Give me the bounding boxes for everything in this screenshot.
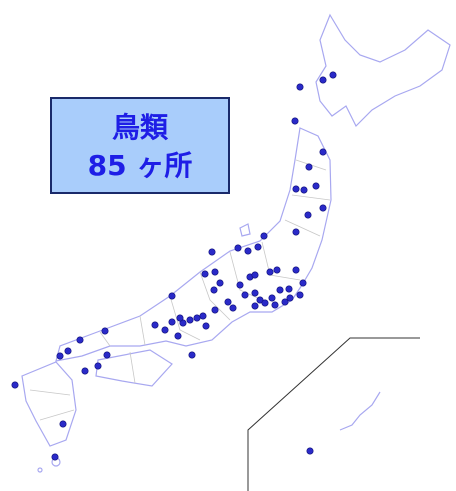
site-dot bbox=[319, 148, 327, 156]
site-dot bbox=[168, 318, 176, 326]
site-dot bbox=[244, 247, 252, 255]
site-dot bbox=[292, 228, 300, 236]
islands bbox=[339, 391, 381, 431]
site-dot bbox=[94, 362, 102, 370]
site-dot bbox=[260, 232, 268, 240]
site-dot bbox=[292, 185, 300, 193]
site-dot bbox=[251, 289, 259, 297]
site-dot bbox=[306, 447, 314, 455]
site-dot bbox=[193, 314, 201, 322]
site-dot bbox=[224, 298, 232, 306]
site-dot bbox=[168, 292, 176, 300]
site-dot bbox=[76, 336, 84, 344]
site-dot bbox=[51, 453, 59, 461]
site-dot bbox=[186, 316, 194, 324]
site-dot bbox=[103, 351, 111, 359]
island bbox=[37, 467, 43, 473]
site-dot bbox=[296, 291, 304, 299]
site-dot bbox=[261, 299, 269, 307]
site-dot bbox=[273, 266, 281, 274]
site-dot bbox=[266, 268, 274, 276]
site-dot bbox=[161, 326, 169, 334]
site-dot bbox=[271, 301, 279, 309]
border bbox=[169, 295, 201, 341]
border bbox=[129, 351, 136, 384]
border bbox=[229, 251, 263, 301]
site-dot bbox=[281, 298, 289, 306]
hokkaido bbox=[315, 13, 451, 128]
site-dot bbox=[241, 291, 249, 299]
label-title: 鳥類 bbox=[111, 111, 168, 144]
site-dot bbox=[211, 268, 219, 276]
site-dot bbox=[319, 76, 327, 84]
site-dot bbox=[251, 271, 259, 279]
site-dot bbox=[229, 304, 237, 312]
site-dot bbox=[234, 244, 242, 252]
site-dot bbox=[56, 352, 64, 360]
site-dot bbox=[285, 285, 293, 293]
site-dot bbox=[201, 270, 209, 278]
sado bbox=[239, 223, 251, 237]
site-dot bbox=[296, 83, 304, 91]
border bbox=[139, 315, 146, 346]
inset-frame bbox=[247, 337, 420, 491]
border bbox=[291, 194, 331, 201]
site-dot bbox=[151, 321, 159, 329]
site-dot bbox=[299, 279, 307, 287]
inset-border bbox=[247, 337, 420, 491]
site-dot bbox=[292, 266, 300, 274]
shikoku bbox=[95, 349, 173, 387]
border bbox=[39, 409, 75, 421]
site-dot bbox=[11, 381, 19, 389]
site-dot bbox=[254, 243, 262, 251]
site-dot bbox=[312, 182, 320, 190]
site-dot bbox=[305, 163, 313, 171]
site-dot bbox=[286, 294, 294, 302]
site-dot bbox=[268, 294, 276, 302]
border bbox=[199, 271, 231, 321]
site-dot bbox=[64, 347, 72, 355]
site-dot bbox=[188, 351, 196, 359]
site-dot bbox=[216, 279, 224, 287]
site-dot bbox=[300, 186, 308, 194]
site-dot bbox=[251, 302, 259, 310]
prefecture-borders bbox=[29, 159, 331, 421]
border bbox=[29, 389, 71, 396]
site-dot bbox=[236, 281, 244, 289]
label-count: 85 ヶ所 bbox=[87, 149, 193, 182]
site-dot bbox=[210, 286, 218, 294]
site-dot bbox=[199, 312, 207, 320]
survey-sites bbox=[11, 71, 337, 461]
site-dot bbox=[211, 306, 219, 314]
site-dot bbox=[291, 117, 299, 125]
border bbox=[284, 219, 321, 237]
coastline bbox=[21, 13, 451, 473]
legend-box: 鳥類 85 ヶ所 bbox=[50, 97, 230, 194]
site-dot bbox=[276, 286, 284, 294]
site-dot bbox=[208, 248, 216, 256]
site-dot bbox=[202, 322, 210, 330]
site-dot bbox=[319, 204, 327, 212]
site-dot bbox=[176, 314, 184, 322]
kyushu bbox=[21, 361, 77, 447]
site-dot bbox=[304, 211, 312, 219]
site-dot bbox=[174, 332, 182, 340]
site-dot bbox=[59, 420, 67, 428]
site-dot bbox=[81, 367, 89, 375]
site-dot bbox=[329, 71, 337, 79]
border bbox=[99, 331, 111, 347]
site-dot bbox=[101, 327, 109, 335]
